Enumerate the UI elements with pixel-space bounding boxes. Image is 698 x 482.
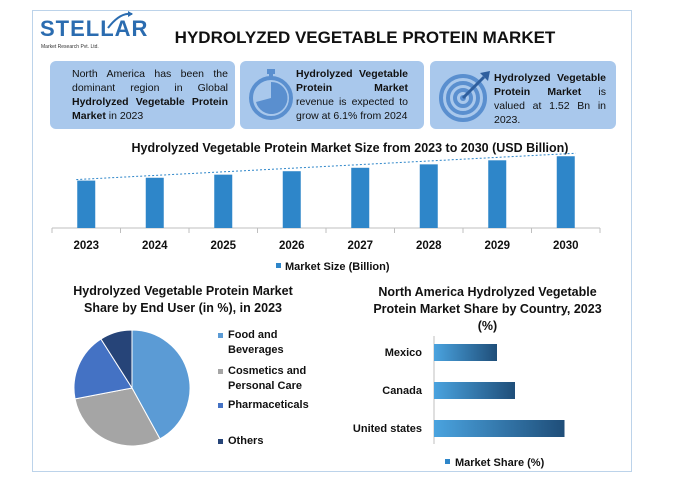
x-tick-label-2025: 2025 bbox=[210, 240, 236, 252]
na-chart-title: North America Hydrolyzed Vegetable Prote… bbox=[373, 285, 602, 333]
bar-2027 bbox=[351, 167, 370, 228]
x-tick-label-2023: 2023 bbox=[73, 240, 99, 252]
pie-legend-swatch bbox=[218, 333, 223, 338]
stopwatch-icon bbox=[249, 69, 293, 120]
stellar-logo: STELLAR Market Research Pvt. Ltd. bbox=[40, 11, 150, 52]
pie-legend-label: Cosmetics and Personal Care bbox=[228, 365, 307, 392]
pie-legend-label: Others bbox=[228, 435, 264, 447]
info-card-growth: Hydrolyzed Vegetable Protein Market reve… bbox=[240, 61, 424, 129]
x-tick-label-2027: 2027 bbox=[347, 240, 373, 252]
bar-2029 bbox=[488, 160, 507, 228]
legend-swatch-market-size bbox=[276, 263, 281, 268]
bar-2030 bbox=[556, 156, 575, 228]
pie-legend-swatch bbox=[218, 439, 223, 444]
info-card-growth-text: Hydrolyzed Vegetable Protein Market reve… bbox=[296, 68, 408, 122]
hbar-United states bbox=[434, 420, 565, 437]
y-tick-label-Canada: Canada bbox=[382, 385, 423, 397]
pie-legend-swatch bbox=[218, 403, 223, 408]
page-title: HYDROLYZED VEGETABLE PROTEIN MARKET bbox=[174, 28, 556, 47]
pie-slice-1 bbox=[74, 387, 161, 447]
bar-2026 bbox=[282, 171, 301, 228]
pie-slice-2 bbox=[73, 338, 133, 400]
hbar-Mexico bbox=[434, 344, 497, 361]
pie-legend-label: Food and Beverages bbox=[228, 329, 284, 356]
x-tick-label-2029: 2029 bbox=[484, 240, 510, 252]
pie-chart-title: Hydrolyzed Vegetable Protein Market Shar… bbox=[73, 284, 293, 315]
info-card-region-text: North America has been the dominant regi… bbox=[72, 68, 228, 122]
pie-slice-3 bbox=[100, 329, 133, 390]
bar-2024 bbox=[145, 177, 164, 228]
logo-wordmark: STELLAR bbox=[40, 16, 149, 41]
end-user-pie-chart bbox=[73, 329, 191, 447]
bar-chart-title: Hydrolyzed Vegetable Protein Market Size… bbox=[131, 141, 569, 155]
logo-swoosh-icon bbox=[107, 11, 133, 29]
bar-2025 bbox=[214, 174, 233, 228]
bar-2028 bbox=[419, 164, 438, 228]
legend-label-market-share: Market Share (%) bbox=[455, 457, 545, 469]
logo-subtitle: Market Research Pvt. Ltd. bbox=[41, 44, 99, 50]
y-tick-label-United states: United states bbox=[353, 423, 422, 435]
target-icon bbox=[439, 71, 490, 122]
trendline bbox=[76, 152, 576, 181]
legend-label-market-size: Market Size (Billion) bbox=[285, 261, 390, 273]
x-tick-label-2030: 2030 bbox=[553, 240, 579, 252]
pie-legend-label: Pharmaceticals bbox=[228, 399, 309, 411]
x-tick-label-2024: 2024 bbox=[142, 240, 168, 252]
hbar-Canada bbox=[434, 382, 515, 399]
y-tick-label-Mexico: Mexico bbox=[385, 347, 423, 359]
info-card-value: Hydrolyzed Vegetable Protein Market is v… bbox=[430, 61, 616, 129]
pie-legend-swatch bbox=[218, 369, 223, 374]
legend-swatch-market-share bbox=[445, 459, 450, 464]
pie-slice-0 bbox=[131, 329, 191, 440]
info-card-region: North America has been the dominant regi… bbox=[50, 61, 235, 129]
x-tick-label-2028: 2028 bbox=[416, 240, 442, 252]
info-card-value-text: Hydrolyzed Vegetable Protein Market is v… bbox=[494, 72, 606, 126]
x-tick-label-2026: 2026 bbox=[279, 240, 305, 252]
bar-2023 bbox=[77, 180, 96, 228]
